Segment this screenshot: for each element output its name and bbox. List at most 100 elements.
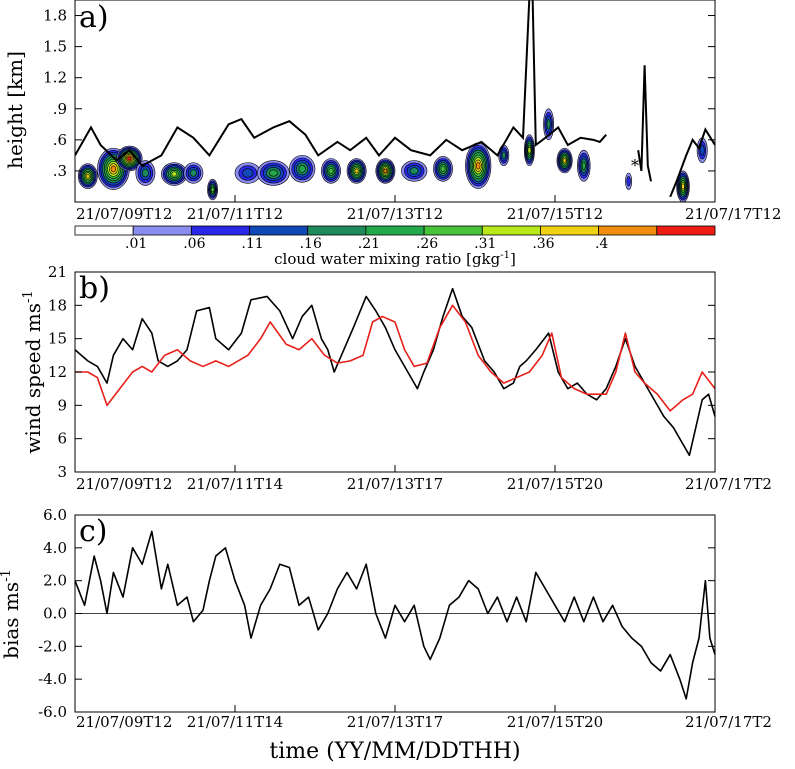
colorbar-swatch <box>481 225 541 236</box>
x-tick-label: 21/07/11T12 <box>187 205 283 223</box>
bias-series <box>74 530 716 700</box>
colorbar-tick-label: .11 <box>241 236 263 252</box>
cloud-contour <box>581 161 586 171</box>
cloud-contour <box>142 168 149 178</box>
colorbar-tick-label: .31 <box>474 236 496 252</box>
panel-b-x-ticks: 21/07/09T12 21/07/11T14 21/07/13T17 21/07/1… <box>74 465 772 493</box>
panel-a-ylabel: height [km] <box>3 51 27 169</box>
colorbar: .01 .06 .11 .16 .21 .26 .31 .36 .4 <box>74 225 716 252</box>
cloud-contour <box>440 165 446 172</box>
colorbar-tick-label: .4 <box>595 236 608 252</box>
y-tick-label: 1.8 <box>43 7 67 25</box>
panel-c-ylabel: bias ms-1 <box>0 569 23 659</box>
cloud-contour <box>626 176 631 187</box>
cloud-contour <box>409 167 419 175</box>
cloud-contour <box>354 168 359 174</box>
panel-b-frame <box>74 271 716 473</box>
y-tick-label: 4.0 <box>43 539 67 557</box>
y-tick-label: 3 <box>57 463 67 481</box>
cloud-contour <box>127 156 132 161</box>
star-marker: * <box>631 156 639 175</box>
cloud-contour <box>268 169 278 177</box>
x-tick-label: 21/07/17T2 <box>685 713 772 731</box>
y-tick-label: 6 <box>57 430 67 448</box>
panel-b-label: b) <box>79 271 110 306</box>
y-tick-label: .6 <box>53 131 67 149</box>
cloud-top-series <box>75 0 607 168</box>
cloud-contour <box>501 151 506 159</box>
cloud-top-series <box>669 127 715 198</box>
colorbar-label: cloud water mixing ratio [gkg-1] <box>274 250 516 268</box>
y-tick-label: 12 <box>48 363 67 381</box>
x-tick-label: 21/07/13T12 <box>347 205 443 223</box>
x-tick-label: 21/07/11T14 <box>187 713 283 731</box>
y-tick-label: .9 <box>53 100 67 118</box>
x-tick-label: 21/07/09T12 <box>76 205 172 223</box>
cloud-contour <box>242 168 254 178</box>
x-tick-label: 21/07/09T12 <box>76 713 172 731</box>
y-tick-label: 21 <box>48 263 67 281</box>
y-tick-label: 0.0 <box>43 605 67 623</box>
panel-a-y-ticks: .3 .6 .9 1.2 1.5 1.8 <box>43 7 715 180</box>
x-axis-title: time (YY/MM/DDTHH) <box>269 739 520 764</box>
cloud-contour <box>562 158 567 163</box>
x-tick-label: 21/07/15T20 <box>507 475 603 493</box>
panel-a-x-ticks: 21/07/09T12 21/07/11T12 21/07/13T12 21/07/1… <box>74 195 781 223</box>
y-tick-label: 2.0 <box>43 572 67 590</box>
x-tick-label: 21/07/15T12 <box>507 205 603 223</box>
colorbar-tick-label: .16 <box>300 236 322 252</box>
wind-speed-lines <box>74 287 716 457</box>
y-tick-label: 1.5 <box>43 38 67 56</box>
colorbar-tick-label: .36 <box>532 236 554 252</box>
panel-c-y-ticks: 6.0 4.0 2.0 0.0 -2.0 -4.0 -6.0 <box>38 506 715 721</box>
cloud-contour <box>85 173 90 179</box>
y-tick-label: 6.0 <box>43 506 67 524</box>
y-tick-label: -4.0 <box>38 670 67 688</box>
panel-c: 6.04.02.00.0-2.0-4.0-6.0 21/07/09T12 21/0… <box>0 506 772 731</box>
cloud-top-series <box>637 65 652 182</box>
cloud-contour <box>171 171 177 177</box>
colorbar-swatch <box>598 225 658 236</box>
colorbar-swatch <box>307 225 367 236</box>
y-tick-label: -6.0 <box>38 703 67 721</box>
y-tick-label: 1.2 <box>43 69 67 87</box>
panel-c-label: c) <box>79 514 108 549</box>
panel-b-y-ticks: 3 6 9 12 15 18 21 <box>48 263 715 481</box>
x-tick-label: 21/07/13T17 <box>347 475 443 493</box>
y-tick-label: .3 <box>53 162 67 180</box>
cloud-contour <box>298 165 306 173</box>
x-tick-label: 21/07/15T20 <box>507 713 603 731</box>
y-tick-label: -2.0 <box>38 637 67 655</box>
x-tick-label: 21/07/09T12 <box>76 475 172 493</box>
cloud-contour <box>546 119 551 130</box>
cloud-top-line: * <box>75 0 715 198</box>
x-tick-label: 21/07/17T2 <box>685 475 772 493</box>
cloud-contour <box>527 146 532 154</box>
model-wind-series <box>75 304 716 412</box>
y-tick-label: 9 <box>57 396 67 414</box>
colorbar-swatch <box>132 225 192 236</box>
x-tick-label: 21/07/13T17 <box>347 713 443 731</box>
colorbar-swatch <box>249 225 309 236</box>
x-tick-label: 21/07/17T12 <box>685 205 781 223</box>
panel-a-label: a) <box>79 0 109 35</box>
colorbar-tick-label: .21 <box>358 236 380 252</box>
observed-wind-series <box>74 287 716 457</box>
colorbar-swatch <box>190 225 250 236</box>
cloud-contour <box>110 165 117 173</box>
cloud-contour <box>475 162 481 170</box>
colorbar-tick-label: .26 <box>416 236 438 252</box>
panel-b-ylabel: wind speed ms-1 <box>21 290 45 453</box>
colorbar-tick-label: .01 <box>125 236 147 252</box>
colorbar-swatch <box>656 225 716 236</box>
colorbar-swatch <box>423 225 483 236</box>
bias-line <box>74 530 716 700</box>
cloud-contour <box>699 144 705 156</box>
cloud-contour <box>210 187 215 193</box>
panel-a: * .3 .6 .9 1.2 1.5 1.8 21/07/09T12 21/07/11T12… <box>3 0 781 268</box>
colorbar-tick-label: .06 <box>183 236 205 252</box>
x-tick-label: 21/07/11T14 <box>187 475 283 493</box>
panel-c-x-ticks: 21/07/09T12 21/07/11T14 21/07/13T17 21/07/1… <box>74 705 772 731</box>
